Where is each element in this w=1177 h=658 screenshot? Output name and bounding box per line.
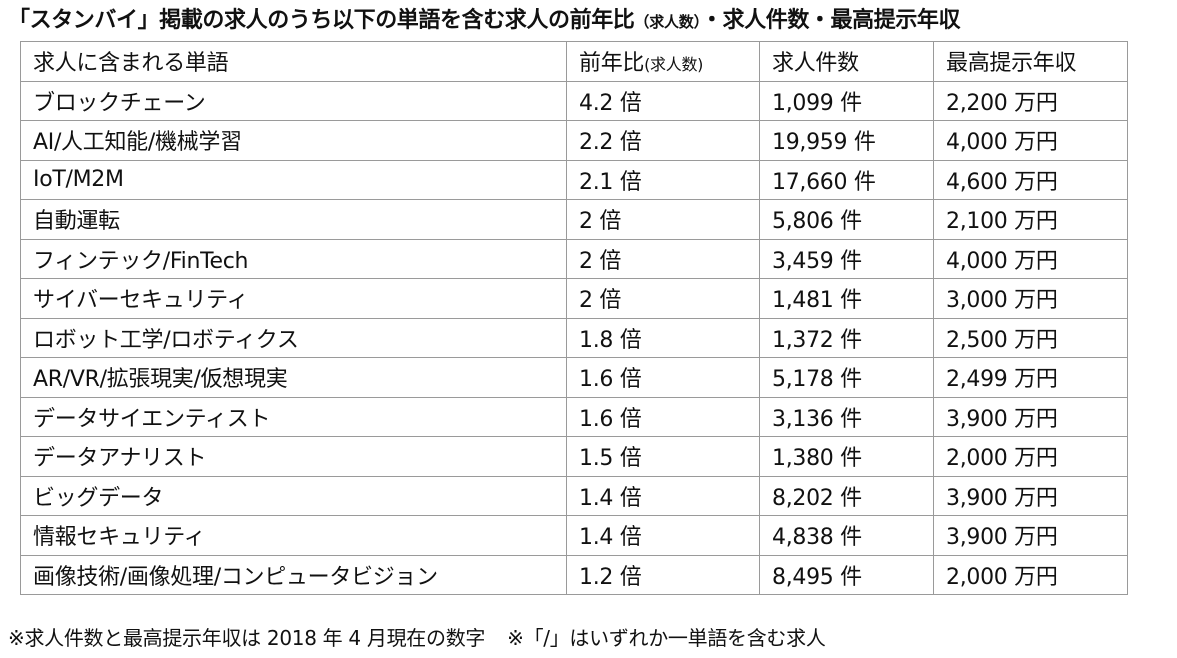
cell-word: データサイエンティスト bbox=[20, 396, 567, 437]
cell-ratio: 1.8 倍 bbox=[566, 317, 760, 358]
table-row: データアナリスト 1.5 倍 1,380 件 2,000 万円 bbox=[20, 436, 1128, 477]
table-row: フィンテック/FinTech 2 倍 3,459 件 4,000 万円 bbox=[20, 238, 1128, 279]
cell-count: 1,099 件 bbox=[759, 80, 934, 121]
table-row: AI/人工知能/機械学習 2.2 倍 19,959 件 4,000 万円 bbox=[20, 120, 1128, 161]
table-row: 情報セキュリティ 1.4 倍 4,838 件 3,900 万円 bbox=[20, 515, 1128, 556]
cell-ratio: 1.6 倍 bbox=[566, 396, 760, 437]
header-count: 求人件数 bbox=[759, 41, 934, 82]
cell-word: ブロックチェーン bbox=[20, 80, 567, 121]
cell-salary: 2,000 万円 bbox=[933, 554, 1128, 595]
cell-salary: 2,000 万円 bbox=[933, 436, 1128, 477]
cell-word: 自動運転 bbox=[20, 199, 567, 240]
cell-ratio: 2 倍 bbox=[566, 238, 760, 279]
table-row: ブロックチェーン 4.2 倍 1,099 件 2,200 万円 bbox=[20, 80, 1128, 121]
table-row: ロボット工学/ロボティクス 1.8 倍 1,372 件 2,500 万円 bbox=[20, 317, 1128, 358]
cell-word: IoT/M2M bbox=[20, 159, 567, 200]
cell-ratio: 2.1 倍 bbox=[566, 159, 760, 200]
cell-word: フィンテック/FinTech bbox=[20, 238, 567, 279]
cell-word: データアナリスト bbox=[20, 436, 567, 477]
cell-salary: 2,200 万円 bbox=[933, 80, 1128, 121]
table-row: サイバーセキュリティ 2 倍 1,481 件 3,000 万円 bbox=[20, 278, 1128, 319]
cell-salary: 2,100 万円 bbox=[933, 199, 1128, 240]
cell-count: 3,459 件 bbox=[759, 238, 934, 279]
cell-count: 5,178 件 bbox=[759, 357, 934, 398]
footnote: ※求人件数と最高提示年収は 2018 年 4 月現在の数字 ※「/」はいずれか一単… bbox=[8, 624, 1173, 652]
header-ratio: 前年比(求人数) bbox=[566, 41, 760, 82]
cell-ratio: 1.4 倍 bbox=[566, 515, 760, 556]
page-title: 「スタンバイ」掲載の求人のうち以下の単語を含む求人の前年比（求人数）・求人件数・… bbox=[8, 6, 1173, 36]
cell-salary: 3,900 万円 bbox=[933, 396, 1128, 437]
table-row: AR/VR/拡張現実/仮想現実 1.6 倍 5,178 件 2,499 万円 bbox=[20, 357, 1128, 398]
cell-salary: 2,499 万円 bbox=[933, 357, 1128, 398]
footnote-slash-note: ※「/」はいずれか一単語を含む求人 bbox=[507, 626, 826, 650]
cell-salary: 3,900 万円 bbox=[933, 515, 1128, 556]
header-ratio-note: (求人数) bbox=[644, 55, 704, 75]
table-row: 自動運転 2 倍 5,806 件 2,100 万円 bbox=[20, 199, 1128, 240]
table-row: IoT/M2M 2.1 倍 17,660 件 4,600 万円 bbox=[20, 159, 1128, 200]
cell-word: ロボット工学/ロボティクス bbox=[20, 317, 567, 358]
table-header-row: 求人に含まれる単語 前年比(求人数) 求人件数 最高提示年収 bbox=[20, 41, 1128, 82]
cell-ratio: 2.2 倍 bbox=[566, 120, 760, 161]
cell-word: AR/VR/拡張現実/仮想現実 bbox=[20, 357, 567, 398]
header-ratio-label: 前年比 bbox=[579, 51, 645, 77]
cell-ratio: 1.4 倍 bbox=[566, 475, 760, 516]
cell-salary: 2,500 万円 bbox=[933, 317, 1128, 358]
cell-word: AI/人工知能/機械学習 bbox=[20, 120, 567, 161]
title-rest: ・求人件数・最高提示年収 bbox=[700, 8, 961, 33]
table-row: データサイエンティスト 1.6 倍 3,136 件 3,900 万円 bbox=[20, 396, 1128, 437]
cell-ratio: 1.2 倍 bbox=[566, 554, 760, 595]
cell-count: 4,838 件 bbox=[759, 515, 934, 556]
jobs-table: 求人に含まれる単語 前年比(求人数) 求人件数 最高提示年収 ブロックチェーン … bbox=[20, 41, 1128, 595]
cell-count: 5,806 件 bbox=[759, 199, 934, 240]
cell-ratio: 1.5 倍 bbox=[566, 436, 760, 477]
cell-count: 1,481 件 bbox=[759, 278, 934, 319]
cell-salary: 3,000 万円 bbox=[933, 278, 1128, 319]
cell-salary: 4,000 万円 bbox=[933, 238, 1128, 279]
cell-count: 8,202 件 bbox=[759, 475, 934, 516]
cell-count: 1,380 件 bbox=[759, 436, 934, 477]
cell-salary: 4,600 万円 bbox=[933, 159, 1128, 200]
cell-word: 画像技術/画像処理/コンピュータビジョン bbox=[20, 554, 567, 595]
cell-count: 3,136 件 bbox=[759, 396, 934, 437]
cell-salary: 3,900 万円 bbox=[933, 475, 1128, 516]
table-row: 画像技術/画像処理/コンピュータビジョン 1.2 倍 8,495 件 2,000… bbox=[20, 554, 1128, 595]
footnote-data-date: ※求人件数と最高提示年収は 2018 年 4 月現在の数字 bbox=[8, 626, 486, 650]
cell-count: 19,959 件 bbox=[759, 120, 934, 161]
cell-ratio: 2 倍 bbox=[566, 199, 760, 240]
title-main: 「スタンバイ」掲載の求人のうち以下の単語を含む求人の前年比 bbox=[8, 8, 635, 33]
cell-word: ビッグデータ bbox=[20, 475, 567, 516]
cell-ratio: 1.6 倍 bbox=[566, 357, 760, 398]
cell-count: 8,495 件 bbox=[759, 554, 934, 595]
title-paren: （求人数） bbox=[634, 13, 701, 31]
cell-ratio: 4.2 倍 bbox=[566, 80, 760, 121]
cell-salary: 4,000 万円 bbox=[933, 120, 1128, 161]
table-row: ビッグデータ 1.4 倍 8,202 件 3,900 万円 bbox=[20, 475, 1128, 516]
cell-word: サイバーセキュリティ bbox=[20, 278, 567, 319]
cell-word: 情報セキュリティ bbox=[20, 515, 567, 556]
cell-count: 17,660 件 bbox=[759, 159, 934, 200]
header-salary: 最高提示年収 bbox=[933, 41, 1128, 82]
cell-ratio: 2 倍 bbox=[566, 278, 760, 319]
cell-count: 1,372 件 bbox=[759, 317, 934, 358]
header-word: 求人に含まれる単語 bbox=[20, 41, 567, 82]
